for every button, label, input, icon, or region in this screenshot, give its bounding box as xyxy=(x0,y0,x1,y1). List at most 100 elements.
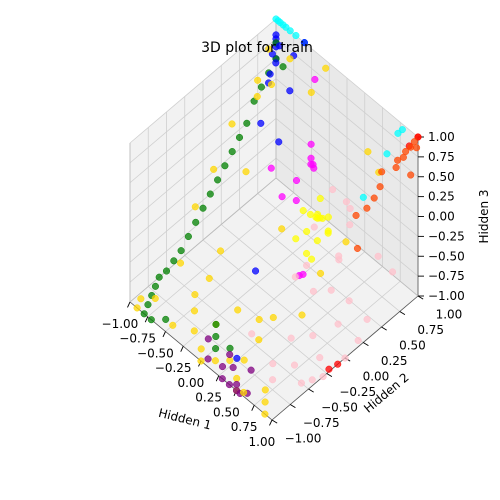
data-point xyxy=(226,356,234,364)
x-axis-tick xyxy=(251,405,255,411)
data-point xyxy=(276,42,284,50)
x-axis-tick-label: 1.00 xyxy=(249,435,276,449)
data-point xyxy=(191,203,199,211)
data-point xyxy=(306,210,314,218)
data-point xyxy=(162,315,170,323)
data-point xyxy=(151,294,159,303)
data-point xyxy=(329,186,337,194)
data-point xyxy=(378,168,386,176)
data-point xyxy=(303,249,311,258)
data-point xyxy=(291,273,299,281)
data-point xyxy=(399,153,407,161)
y-axis-tick-label: 0.75 xyxy=(417,323,444,337)
data-point xyxy=(352,211,360,219)
z-axis-tick-label: 0.25 xyxy=(428,190,455,204)
data-point xyxy=(354,336,362,344)
data-point xyxy=(229,363,237,372)
data-point xyxy=(257,119,265,127)
data-point xyxy=(268,50,276,58)
grid-line xyxy=(239,208,382,328)
grid-line xyxy=(275,78,419,197)
data-point xyxy=(308,376,316,384)
y-axis-tick-label: −1.00 xyxy=(285,432,322,446)
pane-edge xyxy=(275,177,419,297)
data-point xyxy=(278,193,286,201)
data-point xyxy=(147,316,155,324)
data-point xyxy=(133,304,141,312)
y-axis-tick-label: −0.25 xyxy=(339,385,376,399)
data-point xyxy=(257,83,265,91)
data-point xyxy=(137,295,145,303)
x-axis-tick-label: −0.75 xyxy=(119,332,156,346)
grid-line xyxy=(218,251,366,377)
data-point xyxy=(197,345,205,353)
data-point xyxy=(319,373,327,381)
data-point xyxy=(228,120,236,128)
z-axis-tick-label: 0.50 xyxy=(428,170,455,184)
data-point xyxy=(324,229,332,237)
data-point xyxy=(177,247,185,255)
data-point xyxy=(292,235,300,243)
data-point xyxy=(309,332,317,340)
data-point xyxy=(252,267,260,275)
data-point xyxy=(309,160,317,169)
x-axis-tick-label: −0.25 xyxy=(155,361,192,375)
data-point xyxy=(309,287,318,295)
grid-line xyxy=(257,193,401,312)
z-axis-label: Hidden 3 xyxy=(477,189,491,243)
data-point xyxy=(297,379,305,387)
data-point xyxy=(272,59,280,67)
data-point xyxy=(311,75,319,83)
data-point xyxy=(342,198,350,206)
data-point xyxy=(278,225,286,233)
data-point xyxy=(370,194,378,202)
data-point xyxy=(286,87,294,95)
grid-line xyxy=(275,58,419,178)
data-point xyxy=(144,301,152,309)
data-point xyxy=(217,247,225,255)
y-axis-tick xyxy=(290,404,296,409)
data-point xyxy=(389,268,397,276)
data-point xyxy=(240,356,248,364)
x-axis-tick-label: 0.25 xyxy=(195,391,222,405)
grid-line xyxy=(236,266,383,391)
chart-title: 3D plot for train xyxy=(201,40,313,56)
data-point xyxy=(325,365,333,373)
data-point xyxy=(206,190,214,198)
data-point xyxy=(225,381,233,389)
data-point xyxy=(151,282,159,290)
data-point xyxy=(383,150,391,158)
data-point xyxy=(170,257,178,265)
data-point xyxy=(394,129,402,137)
data-point xyxy=(212,320,220,328)
data-point xyxy=(307,140,315,148)
z-axis-tick-label: −1.00 xyxy=(428,289,465,303)
data-point xyxy=(407,171,415,179)
data-point xyxy=(279,63,287,71)
data-point xyxy=(269,376,277,384)
data-point xyxy=(233,380,241,389)
data-point xyxy=(212,332,220,341)
data-point xyxy=(317,269,325,277)
data-point xyxy=(376,183,384,191)
x-axis-tick xyxy=(127,301,131,308)
y-axis-tick-label: 0.50 xyxy=(399,339,426,353)
pane-edge xyxy=(129,177,277,303)
x-axis-tick xyxy=(162,331,166,338)
data-point xyxy=(253,93,261,101)
data-point xyxy=(190,327,198,335)
data-point xyxy=(407,143,415,151)
y-axis-tick-label: −0.50 xyxy=(321,401,358,415)
data-point xyxy=(233,374,241,382)
data-point xyxy=(322,64,330,72)
x-axis-tick-label: 0.00 xyxy=(178,376,205,390)
y-axis-tick xyxy=(271,419,278,424)
z-axis-tick-label: −0.50 xyxy=(428,249,465,263)
data-point xyxy=(226,350,234,359)
data-point xyxy=(233,354,241,362)
data-point xyxy=(228,148,236,156)
data-point xyxy=(234,306,242,314)
grid-line xyxy=(275,18,419,138)
data-point xyxy=(312,213,320,221)
grid-line xyxy=(129,18,277,144)
